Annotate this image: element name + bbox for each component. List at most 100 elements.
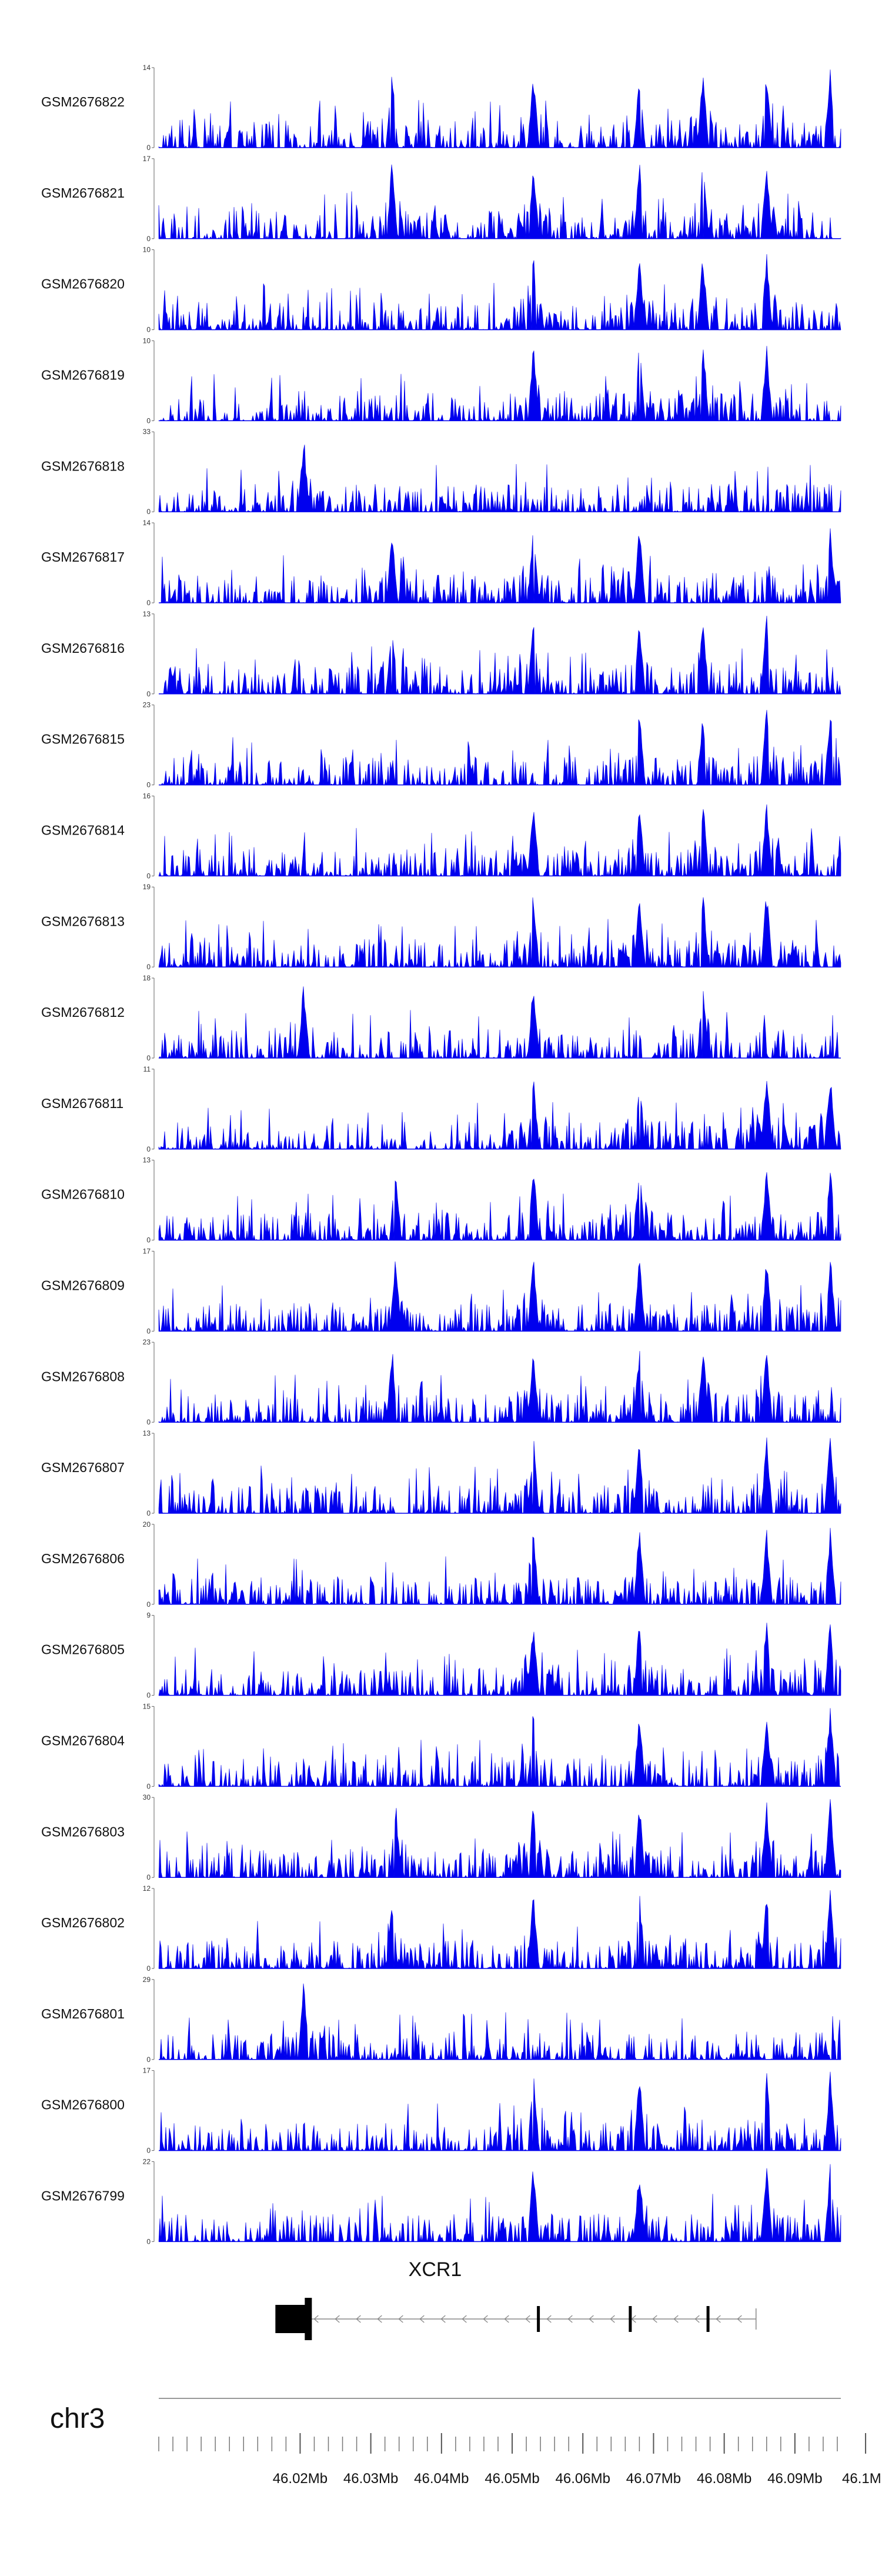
coverage-area — [158, 897, 841, 968]
strand-arrow — [546, 2315, 552, 2323]
coverage-area — [158, 1799, 841, 1878]
strand-arrow — [610, 2315, 615, 2323]
track-label: GSM2676800 — [41, 2097, 125, 2113]
track-ymax-label: 23 — [143, 1338, 151, 1346]
coverage-area — [158, 615, 841, 695]
axis-tick-label: 46.07Mb — [626, 2471, 681, 2487]
strand-arrow — [652, 2315, 657, 2323]
strand-arrow — [737, 2315, 742, 2323]
track-label: GSM2676804 — [41, 1733, 125, 1748]
track-label: GSM2676806 — [41, 1551, 125, 1566]
coverage-area — [158, 804, 841, 877]
track-ymax-label: 9 — [146, 1611, 151, 1620]
coverage-area — [158, 254, 841, 331]
track-label: GSM2676819 — [41, 367, 125, 382]
track-label: GSM2676821 — [41, 185, 125, 201]
track-ymax-label: 20 — [143, 1520, 151, 1529]
track-ymax-label: 17 — [143, 1247, 151, 1255]
track-ymax-label: 10 — [143, 246, 151, 254]
strand-arrow — [419, 2315, 425, 2323]
coverage-area — [158, 69, 841, 149]
track-ymax-label: 17 — [143, 155, 151, 163]
track-ymin-label: 0 — [146, 1418, 151, 1426]
track-ymin-label: 0 — [146, 326, 151, 334]
axis-tick-label: 46.1Mb — [842, 2471, 882, 2487]
coverage-area — [158, 1708, 841, 1787]
strand-arrow — [504, 2315, 509, 2323]
track-label: GSM2676802 — [41, 1915, 125, 1930]
gene-exon — [629, 2306, 632, 2332]
strand-arrow — [567, 2315, 573, 2323]
track-ymax-label: 22 — [143, 2157, 151, 2165]
track-label: GSM2676816 — [41, 640, 125, 656]
track-ymax-label: 23 — [143, 701, 151, 709]
track-ymax-label: 15 — [143, 1702, 151, 1710]
track-ymin-label: 0 — [146, 1873, 151, 1881]
coverage-area — [158, 1623, 841, 1696]
strand-arrow — [589, 2315, 594, 2323]
strand-arrow — [483, 2315, 488, 2323]
coverage-area — [158, 445, 841, 513]
strand-arrow — [694, 2315, 700, 2323]
track-label: GSM2676808 — [41, 1369, 125, 1384]
track-ymax-label: 12 — [143, 1884, 151, 1893]
track-ymin-label: 0 — [146, 235, 151, 243]
strand-arrow — [356, 2315, 361, 2323]
track-ymax-label: 13 — [143, 1429, 151, 1437]
gene-label: XCR1 — [409, 2258, 462, 2281]
track-ymax-label: 29 — [143, 1976, 151, 1984]
gene-exon — [537, 2306, 540, 2332]
track-ymin-label: 0 — [146, 1964, 151, 1973]
track-ymin-label: 0 — [146, 2237, 151, 2245]
track-label: GSM2676809 — [41, 1277, 125, 1293]
coverage-area — [158, 1890, 841, 1969]
coverage-area — [158, 2164, 841, 2243]
strand-arrow — [398, 2315, 403, 2323]
track-label: GSM2676817 — [41, 549, 125, 565]
track-label: GSM2676820 — [41, 276, 125, 292]
coverage-area — [158, 164, 841, 239]
track-label: GSM2676807 — [41, 1460, 125, 1475]
track-label: GSM2676822 — [41, 94, 125, 109]
axis-tick-label: 46.09Mb — [767, 2471, 822, 2487]
axis-tick-label: 46.05Mb — [485, 2471, 539, 2487]
track-label: GSM2676803 — [41, 1824, 125, 1839]
track-ymax-label: 18 — [143, 974, 151, 982]
coverage-area — [158, 1351, 841, 1423]
strand-arrow — [525, 2315, 530, 2323]
coverage-area — [158, 1437, 841, 1514]
gene-exon — [706, 2306, 710, 2332]
gene-utr-block — [275, 2305, 308, 2333]
track-ymin-label: 0 — [146, 2056, 151, 2064]
track-ymax-label: 33 — [143, 428, 151, 436]
track-ymax-label: 17 — [143, 2067, 151, 2075]
track-ymin-label: 0 — [146, 690, 151, 698]
axis-tick-label: 46.02Mb — [273, 2471, 328, 2487]
coverage-area — [159, 2071, 841, 2151]
track-ymax-label: 10 — [143, 336, 151, 345]
track-ymin-label: 0 — [146, 1600, 151, 1609]
axis-tick-label: 46.03Mb — [343, 2471, 398, 2487]
strand-arrow — [462, 2315, 467, 2323]
track-ymin-label: 0 — [146, 2147, 151, 2155]
track-ymin-label: 0 — [146, 599, 151, 607]
strand-arrow — [716, 2315, 721, 2323]
strand-arrow — [440, 2315, 446, 2323]
coverage-area — [158, 1261, 841, 1332]
track-ymin-label: 0 — [146, 1782, 151, 1790]
track-ymin-label: 0 — [146, 1327, 151, 1335]
track-ymin-label: 0 — [146, 144, 151, 152]
track-ymin-label: 0 — [146, 963, 151, 971]
track-label: GSM2676812 — [41, 1005, 125, 1020]
track-ymax-label: 19 — [143, 883, 151, 891]
track-ymax-label: 16 — [143, 792, 151, 800]
track-ymax-label: 14 — [143, 64, 151, 72]
track-ymin-label: 0 — [146, 416, 151, 425]
track-ymax-label: 11 — [143, 1065, 151, 1073]
track-ymax-label: 14 — [143, 519, 151, 527]
track-label: GSM2676799 — [41, 2188, 125, 2203]
coverage-area — [158, 346, 841, 422]
track-ymin-label: 0 — [146, 1145, 151, 1153]
